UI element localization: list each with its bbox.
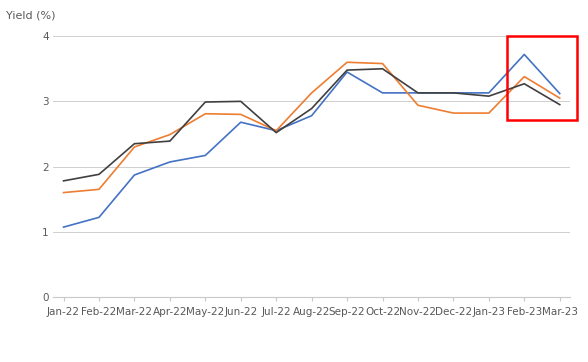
10-Year Bond Yield <box>343 68 350 72</box>
Legend: 2-Year Bond Yield, 5-Year Bond Yield, 10-Year Bond Yield: 2-Year Bond Yield, 5-Year Bond Yield, 10… <box>111 359 512 362</box>
2-Year Bond Yield <box>95 215 102 219</box>
2-Year Bond Yield <box>556 91 563 96</box>
2-Year Bond Yield <box>166 160 173 164</box>
2-Year Bond Yield <box>60 225 67 229</box>
10-Year Bond Yield <box>485 94 492 98</box>
10-Year Bond Yield <box>237 99 244 104</box>
5-Year Bond Yield <box>308 91 315 95</box>
10-Year Bond Yield <box>131 142 138 146</box>
5-Year Bond Yield <box>95 187 102 191</box>
10-Year Bond Yield <box>415 91 422 95</box>
5-Year Bond Yield <box>237 112 244 117</box>
5-Year Bond Yield <box>131 145 138 149</box>
10-Year Bond Yield <box>166 139 173 143</box>
5-Year Bond Yield <box>450 111 457 115</box>
2-Year Bond Yield <box>308 114 315 118</box>
5-Year Bond Yield <box>485 111 492 115</box>
5-Year Bond Yield <box>521 75 528 79</box>
2-Year Bond Yield <box>485 91 492 95</box>
10-Year Bond Yield <box>308 106 315 111</box>
5-Year Bond Yield <box>273 129 280 133</box>
Line: 2-Year Bond Yield: 2-Year Bond Yield <box>64 54 560 227</box>
5-Year Bond Yield <box>415 103 422 108</box>
2-Year Bond Yield <box>343 70 350 74</box>
2-Year Bond Yield <box>237 120 244 125</box>
10-Year Bond Yield <box>95 172 102 177</box>
5-Year Bond Yield <box>202 111 209 116</box>
10-Year Bond Yield <box>202 100 209 104</box>
2-Year Bond Yield <box>415 91 422 95</box>
Text: Yield (%): Yield (%) <box>6 10 56 21</box>
5-Year Bond Yield <box>166 132 173 137</box>
10-Year Bond Yield <box>521 81 528 86</box>
10-Year Bond Yield <box>60 179 67 183</box>
2-Year Bond Yield <box>131 173 138 177</box>
2-Year Bond Yield <box>202 153 209 157</box>
2-Year Bond Yield <box>273 129 280 133</box>
2-Year Bond Yield <box>450 91 457 95</box>
2-Year Bond Yield <box>521 52 528 56</box>
2-Year Bond Yield <box>379 91 386 95</box>
10-Year Bond Yield <box>556 102 563 107</box>
Line: 10-Year Bond Yield: 10-Year Bond Yield <box>64 69 560 181</box>
5-Year Bond Yield <box>379 62 386 66</box>
10-Year Bond Yield <box>450 91 457 95</box>
10-Year Bond Yield <box>273 130 280 135</box>
10-Year Bond Yield <box>379 67 386 71</box>
Line: 5-Year Bond Yield: 5-Year Bond Yield <box>64 62 560 193</box>
5-Year Bond Yield <box>60 190 67 195</box>
Bar <box>507 36 577 119</box>
5-Year Bond Yield <box>343 60 350 64</box>
5-Year Bond Yield <box>556 96 563 100</box>
